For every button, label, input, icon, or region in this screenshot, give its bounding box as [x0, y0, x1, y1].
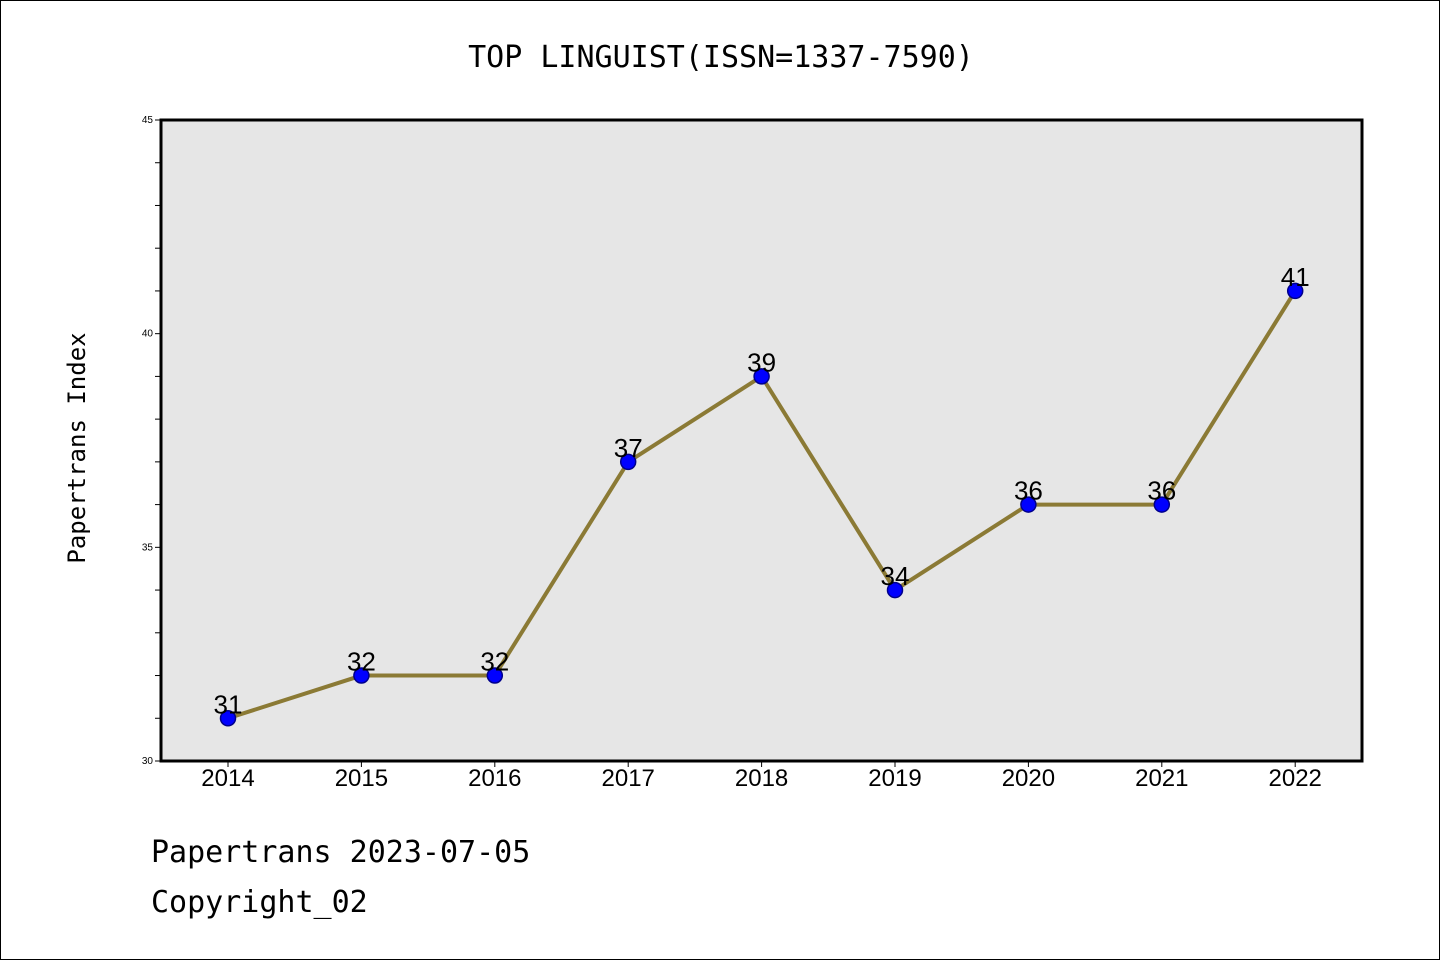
data-point-marker — [619, 453, 637, 471]
x-tick-label: 2021 — [1135, 765, 1188, 792]
footer-source-date: Papertrans 2023-07-05 — [151, 835, 531, 870]
chart-title: TOP LINGUIST(ISSN=1337-7590) — [468, 40, 974, 75]
data-point-marker — [753, 368, 770, 385]
x-tick-label: 2020 — [1002, 765, 1055, 792]
x-tick-label: 2017 — [602, 765, 655, 792]
x-tick-label: 2016 — [468, 765, 521, 792]
x-tick-label: 2019 — [868, 765, 921, 792]
data-point-label: 41 — [1281, 262, 1310, 292]
data-point-marker — [1020, 496, 1037, 513]
x-axis-ticks: 2014 2015 2016 2017 2018 2019 2020 2021 2022 — [201, 761, 1322, 792]
data-point-label: 37 — [614, 433, 643, 463]
data-point-label: 34 — [881, 561, 910, 591]
y-tick-label: 30 — [142, 756, 154, 767]
data-point-marker — [1153, 496, 1171, 513]
y-axis-ticks: 30 35 40 45 — [142, 115, 161, 767]
x-tick-label: 2018 — [735, 765, 788, 792]
data-point-marker — [353, 667, 370, 684]
y-axis-label: Papertrans Index — [63, 332, 91, 563]
x-tick-label: 2015 — [335, 765, 388, 792]
data-point-label: 32 — [347, 647, 376, 677]
plot-area — [159, 118, 1364, 763]
data-point-label: 36 — [1014, 476, 1043, 506]
data-point-label: 32 — [480, 647, 509, 677]
data-point-label: 31 — [214, 689, 243, 719]
data-point-marker — [1286, 282, 1304, 300]
y-tick-label: 35 — [142, 542, 154, 553]
footer-copyright: Copyright_02 — [151, 885, 368, 920]
x-tick-label: 2022 — [1269, 765, 1322, 792]
data-point-marker — [219, 710, 237, 727]
x-tick-label: 2014 — [201, 765, 254, 792]
data-point-marker — [486, 667, 504, 684]
y-tick-label: 40 — [142, 329, 154, 340]
series-group: 31 32 32 37 39 34 36 36 41 — [214, 262, 1310, 727]
data-point-label: 39 — [747, 347, 776, 377]
data-point-marker — [886, 581, 904, 599]
data-point-label: 36 — [1147, 476, 1176, 506]
y-tick-label: 45 — [142, 115, 154, 126]
